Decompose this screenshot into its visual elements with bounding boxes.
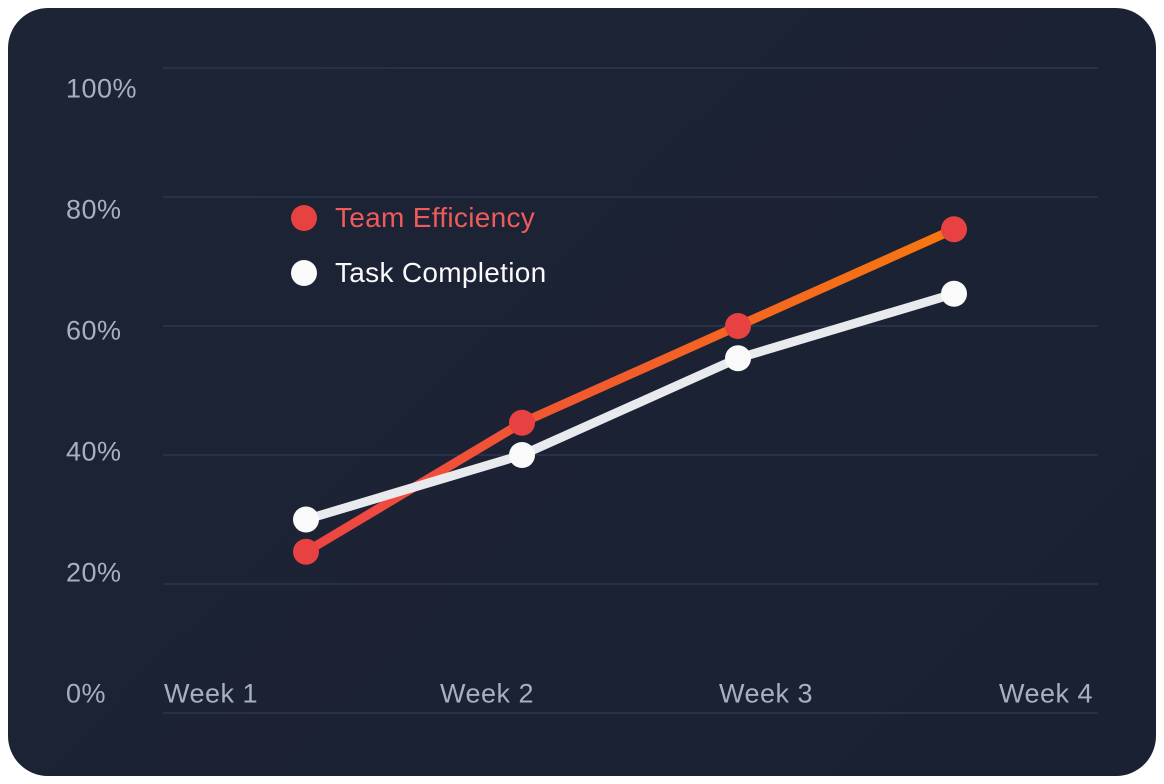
data-point-team-efficiency-week-2 xyxy=(509,409,535,436)
legend-dot-task-completion xyxy=(291,260,317,286)
series-line-task-completion xyxy=(301,289,959,524)
data-point-team-efficiency-week-4 xyxy=(941,216,967,243)
chart-legend: Team Efficiency Task Completion xyxy=(291,202,547,288)
legend-label-task-completion: Task Completion xyxy=(335,257,547,288)
legend-label-team-efficiency: Team Efficiency xyxy=(335,202,536,233)
legend-item-team-efficiency: Team Efficiency xyxy=(291,202,546,233)
data-point-task-completion-week-1 xyxy=(293,506,319,533)
legend-dot-team-efficiency xyxy=(291,205,317,231)
data-point-task-completion-week-3 xyxy=(725,345,751,372)
data-point-team-efficiency-week-1 xyxy=(293,538,319,565)
data-point-task-completion-week-2 xyxy=(509,442,535,468)
legend-item-task-completion: Task Completion xyxy=(291,257,547,288)
data-point-team-efficiency-week-3 xyxy=(725,313,751,339)
data-point-task-completion-week-4 xyxy=(941,280,967,307)
